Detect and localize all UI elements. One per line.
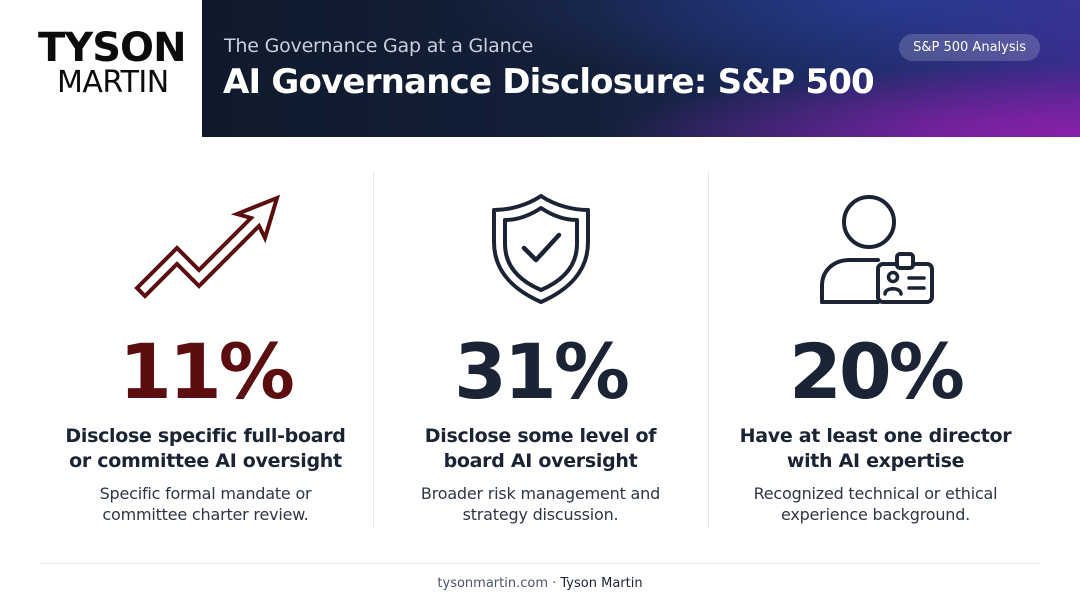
stat-description-line: experience background. xyxy=(780,505,971,524)
stat-headline-line: Have at least one director xyxy=(739,425,1012,447)
stat-description-line: Broader risk management and xyxy=(420,484,661,503)
stat-card-board-oversight-specific: 11% Disclose specific full-board or comm… xyxy=(38,172,373,528)
footer-author-name: Tyson Martin xyxy=(560,576,643,591)
stat-headline: Have at least one director with AI exper… xyxy=(708,424,1043,474)
stat-description: Broader risk management and strategy dis… xyxy=(373,483,708,525)
page-title: AI Governance Disclosure: S&P 500 xyxy=(223,62,875,102)
stat-headline-line: Disclose specific full-board xyxy=(65,425,346,447)
stat-headline-line: Disclose some level of xyxy=(424,425,657,447)
logo-text-martin: MARTIN xyxy=(57,65,169,100)
stat-value: 11% xyxy=(119,327,295,416)
person-id-badge-icon xyxy=(708,190,1043,308)
stat-description: Specific formal mandate or committee cha… xyxy=(38,483,373,525)
stat-description-line: Recognized technical or ethical xyxy=(753,484,998,503)
logo: TYSON MARTIN xyxy=(0,0,202,137)
stat-headline-line: or committee AI oversight xyxy=(69,450,342,472)
stat-card-board-oversight-some: 31% Disclose some level of board AI over… xyxy=(373,172,708,528)
stat-description: Recognized technical or ethical experien… xyxy=(708,483,1043,525)
page-subtitle: The Governance Gap at a Glance xyxy=(224,35,534,57)
footer: tysonmartin.com · Tyson Martin xyxy=(0,576,1080,591)
stat-headline-line: with AI expertise xyxy=(786,450,965,472)
shield-check-icon xyxy=(373,190,708,308)
stat-description-line: committee charter review. xyxy=(102,505,309,524)
stat-description-line: Specific formal mandate or xyxy=(99,484,312,503)
footer-site-link[interactable]: tysonmartin.com xyxy=(437,576,548,591)
stat-card-director-expertise: 20% Have at least one director with AI e… xyxy=(708,172,1043,528)
column-divider xyxy=(708,172,709,528)
column-divider xyxy=(373,172,374,528)
stat-value: 20% xyxy=(789,327,965,416)
stat-headline: Disclose some level of board AI oversigh… xyxy=(373,424,708,474)
stat-headline: Disclose specific full-board or committe… xyxy=(38,424,373,474)
header-banner: The Governance Gap at a Glance AI Govern… xyxy=(202,0,1080,137)
footer-divider xyxy=(40,563,1040,564)
stat-description-line: strategy discussion. xyxy=(462,505,619,524)
logo-text-tyson: TYSON xyxy=(38,25,187,71)
stat-value: 31% xyxy=(454,327,630,416)
footer-separator: · xyxy=(547,576,561,591)
analysis-badge: S&P 500 Analysis xyxy=(899,34,1040,61)
trend-up-arrow-icon xyxy=(38,190,373,308)
stat-headline-line: board AI oversight xyxy=(443,450,638,472)
